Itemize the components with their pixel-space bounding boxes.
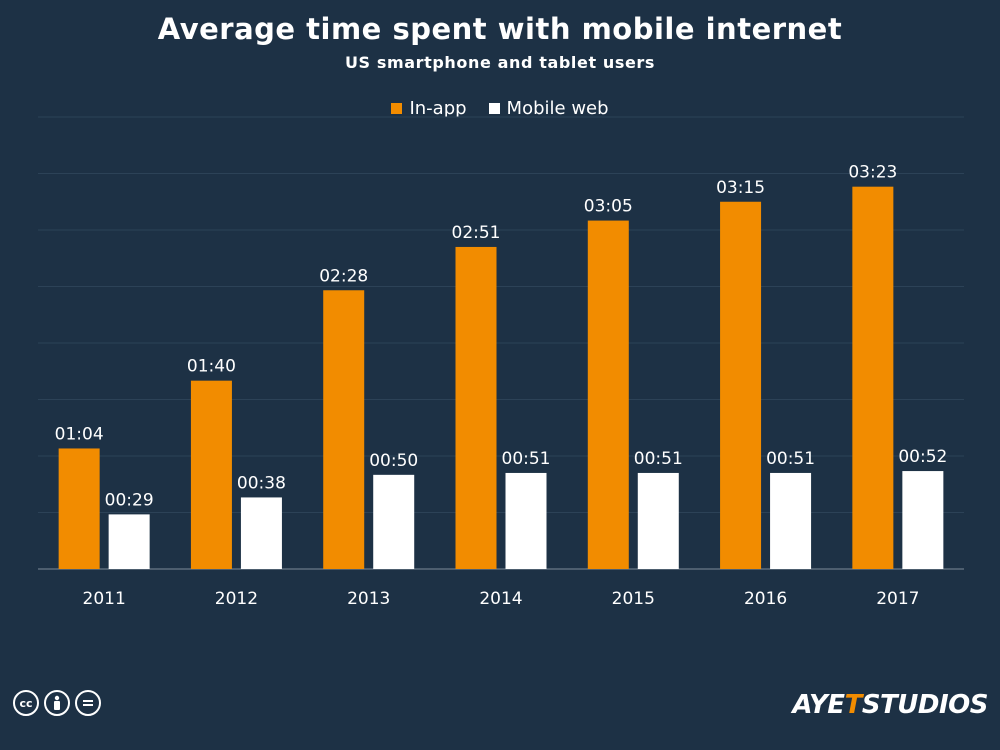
x-tick-label-2016: 2016 (744, 589, 787, 609)
person-icon (54, 695, 60, 710)
data-label-in-app-2015: 03:05 (584, 197, 633, 217)
data-label-mobile-web-2017: 00:52 (898, 447, 947, 467)
legend-swatch-in-app (391, 103, 403, 114)
bar-mobile-web-2017 (902, 471, 944, 569)
legend-label-in-app: In-app (409, 98, 467, 119)
x-tick-label-2015: 2015 (612, 589, 655, 609)
bar-mobile-web-2011 (108, 514, 150, 569)
bar-mobile-web-2016 (770, 472, 812, 569)
bar-mobile-web-2015 (637, 472, 679, 569)
equals-icon (83, 700, 93, 706)
attribution-icon (44, 690, 70, 716)
data-label-mobile-web-2014: 00:51 (502, 449, 551, 469)
chart-subtitle: US smartphone and tablet users (344, 53, 656, 72)
legend-item-in-app: In-app (391, 98, 467, 119)
data-label-in-app-2012: 01:40 (187, 357, 236, 377)
license-icons: cc (13, 690, 101, 716)
bar-in-app-2016 (720, 201, 762, 569)
x-tick-label-2011: 2011 (83, 589, 126, 609)
data-label-mobile-web-2011: 00:29 (105, 490, 154, 510)
chart-title: Average time spent with mobile internet (157, 12, 843, 46)
data-label-mobile-web-2013: 00:50 (369, 451, 418, 471)
x-tick-label-2014: 2014 (479, 589, 522, 609)
x-tick-label-2017: 2017 (876, 589, 919, 609)
data-label-in-app-2013: 02:28 (319, 266, 368, 286)
data-label-in-app-2011: 01:04 (55, 424, 104, 444)
bar-in-app-2017 (852, 186, 894, 569)
bar-in-app-2014 (455, 246, 497, 569)
no-derivatives-icon (75, 690, 101, 716)
legend-swatch-mobile-web (488, 103, 500, 114)
legend: In-app Mobile web (0, 98, 1000, 119)
bar-in-app-2013 (323, 290, 365, 569)
bar-in-app-2012 (190, 380, 232, 569)
x-tick-label-2013: 2013 (347, 589, 390, 609)
brand-logo: AYETSTUDIOS (792, 690, 988, 720)
data-label-mobile-web-2015: 00:51 (634, 449, 683, 469)
bar-in-app-2011 (58, 448, 100, 569)
bar-in-app-2015 (587, 220, 629, 570)
data-label-in-app-2017: 03:23 (848, 163, 897, 183)
bar-mobile-web-2012 (240, 497, 282, 569)
legend-label-mobile-web: Mobile web (506, 98, 609, 119)
bar-mobile-web-2014 (505, 472, 547, 569)
cc-icon: cc (13, 690, 39, 716)
x-tick-label-2012: 2012 (215, 589, 258, 609)
data-label-mobile-web-2016: 00:51 (766, 449, 815, 469)
data-label-in-app-2016: 03:15 (716, 178, 765, 198)
bar-mobile-web-2013 (373, 474, 415, 569)
legend-item-mobile-web: Mobile web (488, 98, 609, 119)
data-label-in-app-2014: 02:51 (452, 223, 501, 243)
data-label-mobile-web-2012: 00:38 (237, 473, 286, 493)
